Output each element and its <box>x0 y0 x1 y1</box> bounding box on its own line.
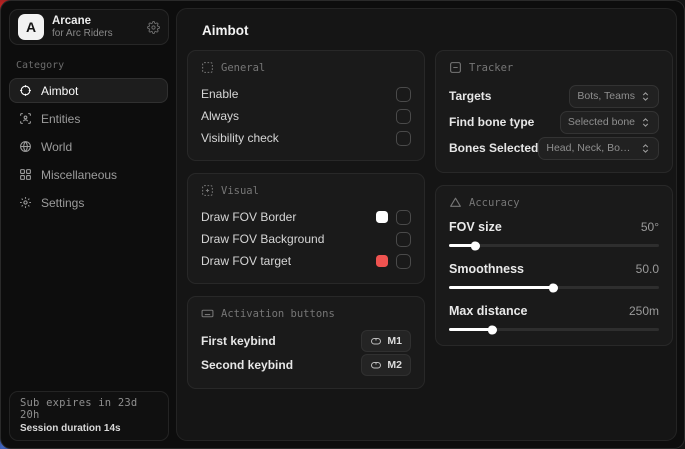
chevrons-up-down-icon <box>640 143 651 154</box>
keybind-row-first: First keybind M1 <box>201 329 411 353</box>
app-logo: A <box>18 14 44 40</box>
max-distance-slider[interactable] <box>449 325 659 334</box>
focus-icon <box>201 61 214 74</box>
sidebar-item-aimbot[interactable]: Aimbot <box>9 78 168 103</box>
focus-plus-icon <box>201 184 214 197</box>
second-keybind-button[interactable]: M2 <box>361 354 411 376</box>
subscription-status: Sub expires in 23d 20h Session duration … <box>9 391 169 441</box>
app-name: Arcane <box>52 14 91 27</box>
keyboard-icon <box>201 307 214 320</box>
mouse-icon <box>370 359 382 371</box>
right-column: Tracker Targets Bots, Teams <box>435 50 673 346</box>
slider-value: 50° <box>640 220 659 234</box>
fov-target-color-swatch[interactable] <box>376 255 388 267</box>
tracker-row-bone-type: Find bone type Selected bone <box>449 109 659 135</box>
card-title: Activation buttons <box>221 307 335 320</box>
sub-expiry-text: Sub expires in 23d 20h <box>20 397 138 421</box>
card-title: Tracker <box>469 61 514 74</box>
fov-border-checkbox[interactable] <box>396 209 411 225</box>
tracker-row-targets: Targets Bots, Teams <box>449 83 659 109</box>
setting-row-enable: Enable <box>201 83 411 105</box>
gear-icon[interactable] <box>147 20 160 34</box>
sidebar-item-label: Miscellaneous <box>41 167 118 182</box>
enable-checkbox[interactable] <box>396 86 411 102</box>
sidebar-item-label: World <box>41 139 73 154</box>
entities-icon <box>19 112 32 125</box>
slider-thumb[interactable] <box>549 283 558 292</box>
app-logo-card: A Arcane for Arc Riders <box>9 9 169 45</box>
mouse-icon <box>370 335 382 347</box>
find-bone-type-dropdown[interactable]: Selected bone <box>559 110 659 134</box>
visibility-check-checkbox[interactable] <box>396 130 411 146</box>
sidebar-item-miscellaneous[interactable]: Miscellaneous <box>9 162 168 187</box>
sidebar-item-entities[interactable]: Entities <box>9 106 168 131</box>
crosshair-icon <box>19 84 32 97</box>
sidebar-item-label: Settings <box>41 195 85 210</box>
globe-icon <box>19 140 32 153</box>
session-duration-text: Session duration 14s <box>20 423 121 434</box>
fov-border-color-swatch[interactable] <box>376 211 388 223</box>
slider-thumb[interactable] <box>488 325 498 334</box>
tracker-card: Tracker Targets Bots, Teams <box>435 50 673 173</box>
category-label: Category <box>16 60 65 71</box>
card-title: Visual <box>221 184 259 197</box>
tracker-row-bones-selected: Bones Selected Head, Neck, Body, Pe... <box>449 135 659 161</box>
sidebar-nav: Aimbot Entities World <box>1 78 176 215</box>
left-column: General Enable Always Visibility check <box>187 50 425 389</box>
slider-group-max-distance: Max distance 250m <box>449 302 659 334</box>
general-card: General Enable Always Visibility check <box>187 50 425 161</box>
smoothness-slider[interactable] <box>449 283 659 292</box>
card-title: General <box>221 61 266 74</box>
app-subtitle: for Arc Riders <box>52 27 113 39</box>
always-checkbox[interactable] <box>396 108 411 124</box>
keybind-value: M2 <box>387 359 402 371</box>
dropdown-value: Selected bone <box>567 116 635 128</box>
visual-card: Visual Draw FOV Border Draw FOV Backgrou… <box>187 173 425 284</box>
square-minus-icon <box>449 61 462 74</box>
slider-thumb[interactable] <box>471 241 481 250</box>
slider-value: 250m <box>628 304 659 318</box>
bones-selected-dropdown[interactable]: Head, Neck, Body, Pe... <box>538 136 659 160</box>
sidebar-item-label: Aimbot <box>41 83 79 98</box>
grid-icon <box>19 168 32 181</box>
setting-row-fov-background: Draw FOV Background <box>201 228 411 250</box>
chevrons-up-down-icon <box>640 91 651 102</box>
slider-value: 50.0 <box>635 262 659 276</box>
setting-row-always: Always <box>201 105 411 127</box>
sidebar-item-settings[interactable]: Settings <box>9 190 168 215</box>
fov-target-checkbox[interactable] <box>396 253 411 269</box>
fov-size-slider[interactable] <box>449 241 659 250</box>
slider-group-smoothness: Smoothness 50.0 <box>449 260 659 292</box>
first-keybind-button[interactable]: M1 <box>361 330 411 352</box>
activation-card: Activation buttons First keybind M1 <box>187 296 425 389</box>
sidebar: A Arcane for Arc Riders Category <box>1 1 176 448</box>
fov-background-checkbox[interactable] <box>396 231 411 247</box>
setting-row-visibility-check: Visibility check <box>201 127 411 149</box>
triangle-icon <box>449 196 462 209</box>
page-title: Aimbot <box>202 23 249 38</box>
slider-group-fov-size: FOV size 50° <box>449 218 659 250</box>
card-title: Accuracy <box>469 196 520 209</box>
gear-icon <box>19 196 32 209</box>
sidebar-item-world[interactable]: World <box>9 134 168 159</box>
main-panel: Aimbot General Enable <box>176 8 677 441</box>
accuracy-card: Accuracy FOV size 50° <box>435 185 673 346</box>
targets-dropdown[interactable]: Bots, Teams <box>569 84 659 108</box>
dropdown-value: Head, Neck, Body, Pe... <box>546 142 635 154</box>
sidebar-item-label: Entities <box>41 111 81 126</box>
dropdown-value: Bots, Teams <box>577 90 635 102</box>
setting-row-fov-target: Draw FOV target <box>201 250 411 272</box>
keybind-value: M1 <box>387 335 402 347</box>
chevrons-up-down-icon <box>640 117 651 128</box>
keybind-row-second: Second keybind M2 <box>201 353 411 377</box>
setting-row-fov-border: Draw FOV Border <box>201 206 411 228</box>
